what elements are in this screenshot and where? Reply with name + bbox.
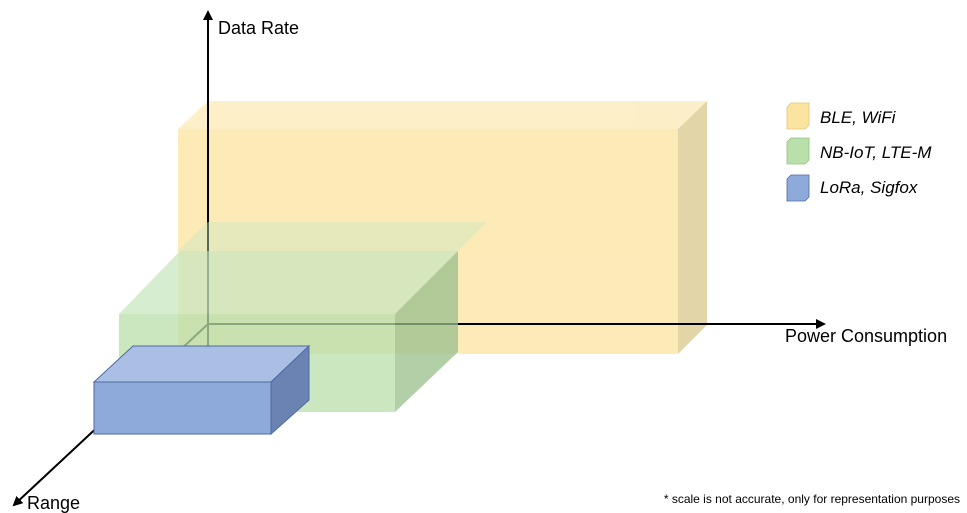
box-nb-iot-back-top xyxy=(178,222,487,251)
legend-swatch-lora xyxy=(786,174,810,202)
legend-label-nb-iot: NB-IoT, LTE-M xyxy=(820,143,932,162)
box-ble-wifi-side xyxy=(678,101,707,354)
footnote: * scale is not accurate, only for repres… xyxy=(664,492,960,506)
legend-item-ble-wifi: BLE, WiFi xyxy=(786,102,897,130)
range-label: Range xyxy=(27,493,80,513)
legend: BLE, WiFi NB-IoT, LTE-M LoRa, Sigfox xyxy=(786,102,932,202)
legend-swatch-ble-wifi xyxy=(786,102,810,130)
box-lora-front xyxy=(93,381,272,435)
box-nb-iot-top xyxy=(119,251,458,314)
box-ble-wifi-top xyxy=(178,101,707,129)
legend-swatch-nb-iot xyxy=(786,137,810,165)
box-nb-iot-side xyxy=(395,251,458,412)
legend-item-nb-iot: NB-IoT, LTE-M xyxy=(786,137,932,165)
legend-item-lora: LoRa, Sigfox xyxy=(786,174,918,202)
data-rate-label: Data Rate xyxy=(218,18,299,38)
legend-label-ble-wifi: BLE, WiFi xyxy=(820,108,897,127)
power-consumption-label: Power Consumption xyxy=(785,326,947,346)
legend-label-lora: LoRa, Sigfox xyxy=(820,178,918,197)
box-lora xyxy=(92,344,311,436)
